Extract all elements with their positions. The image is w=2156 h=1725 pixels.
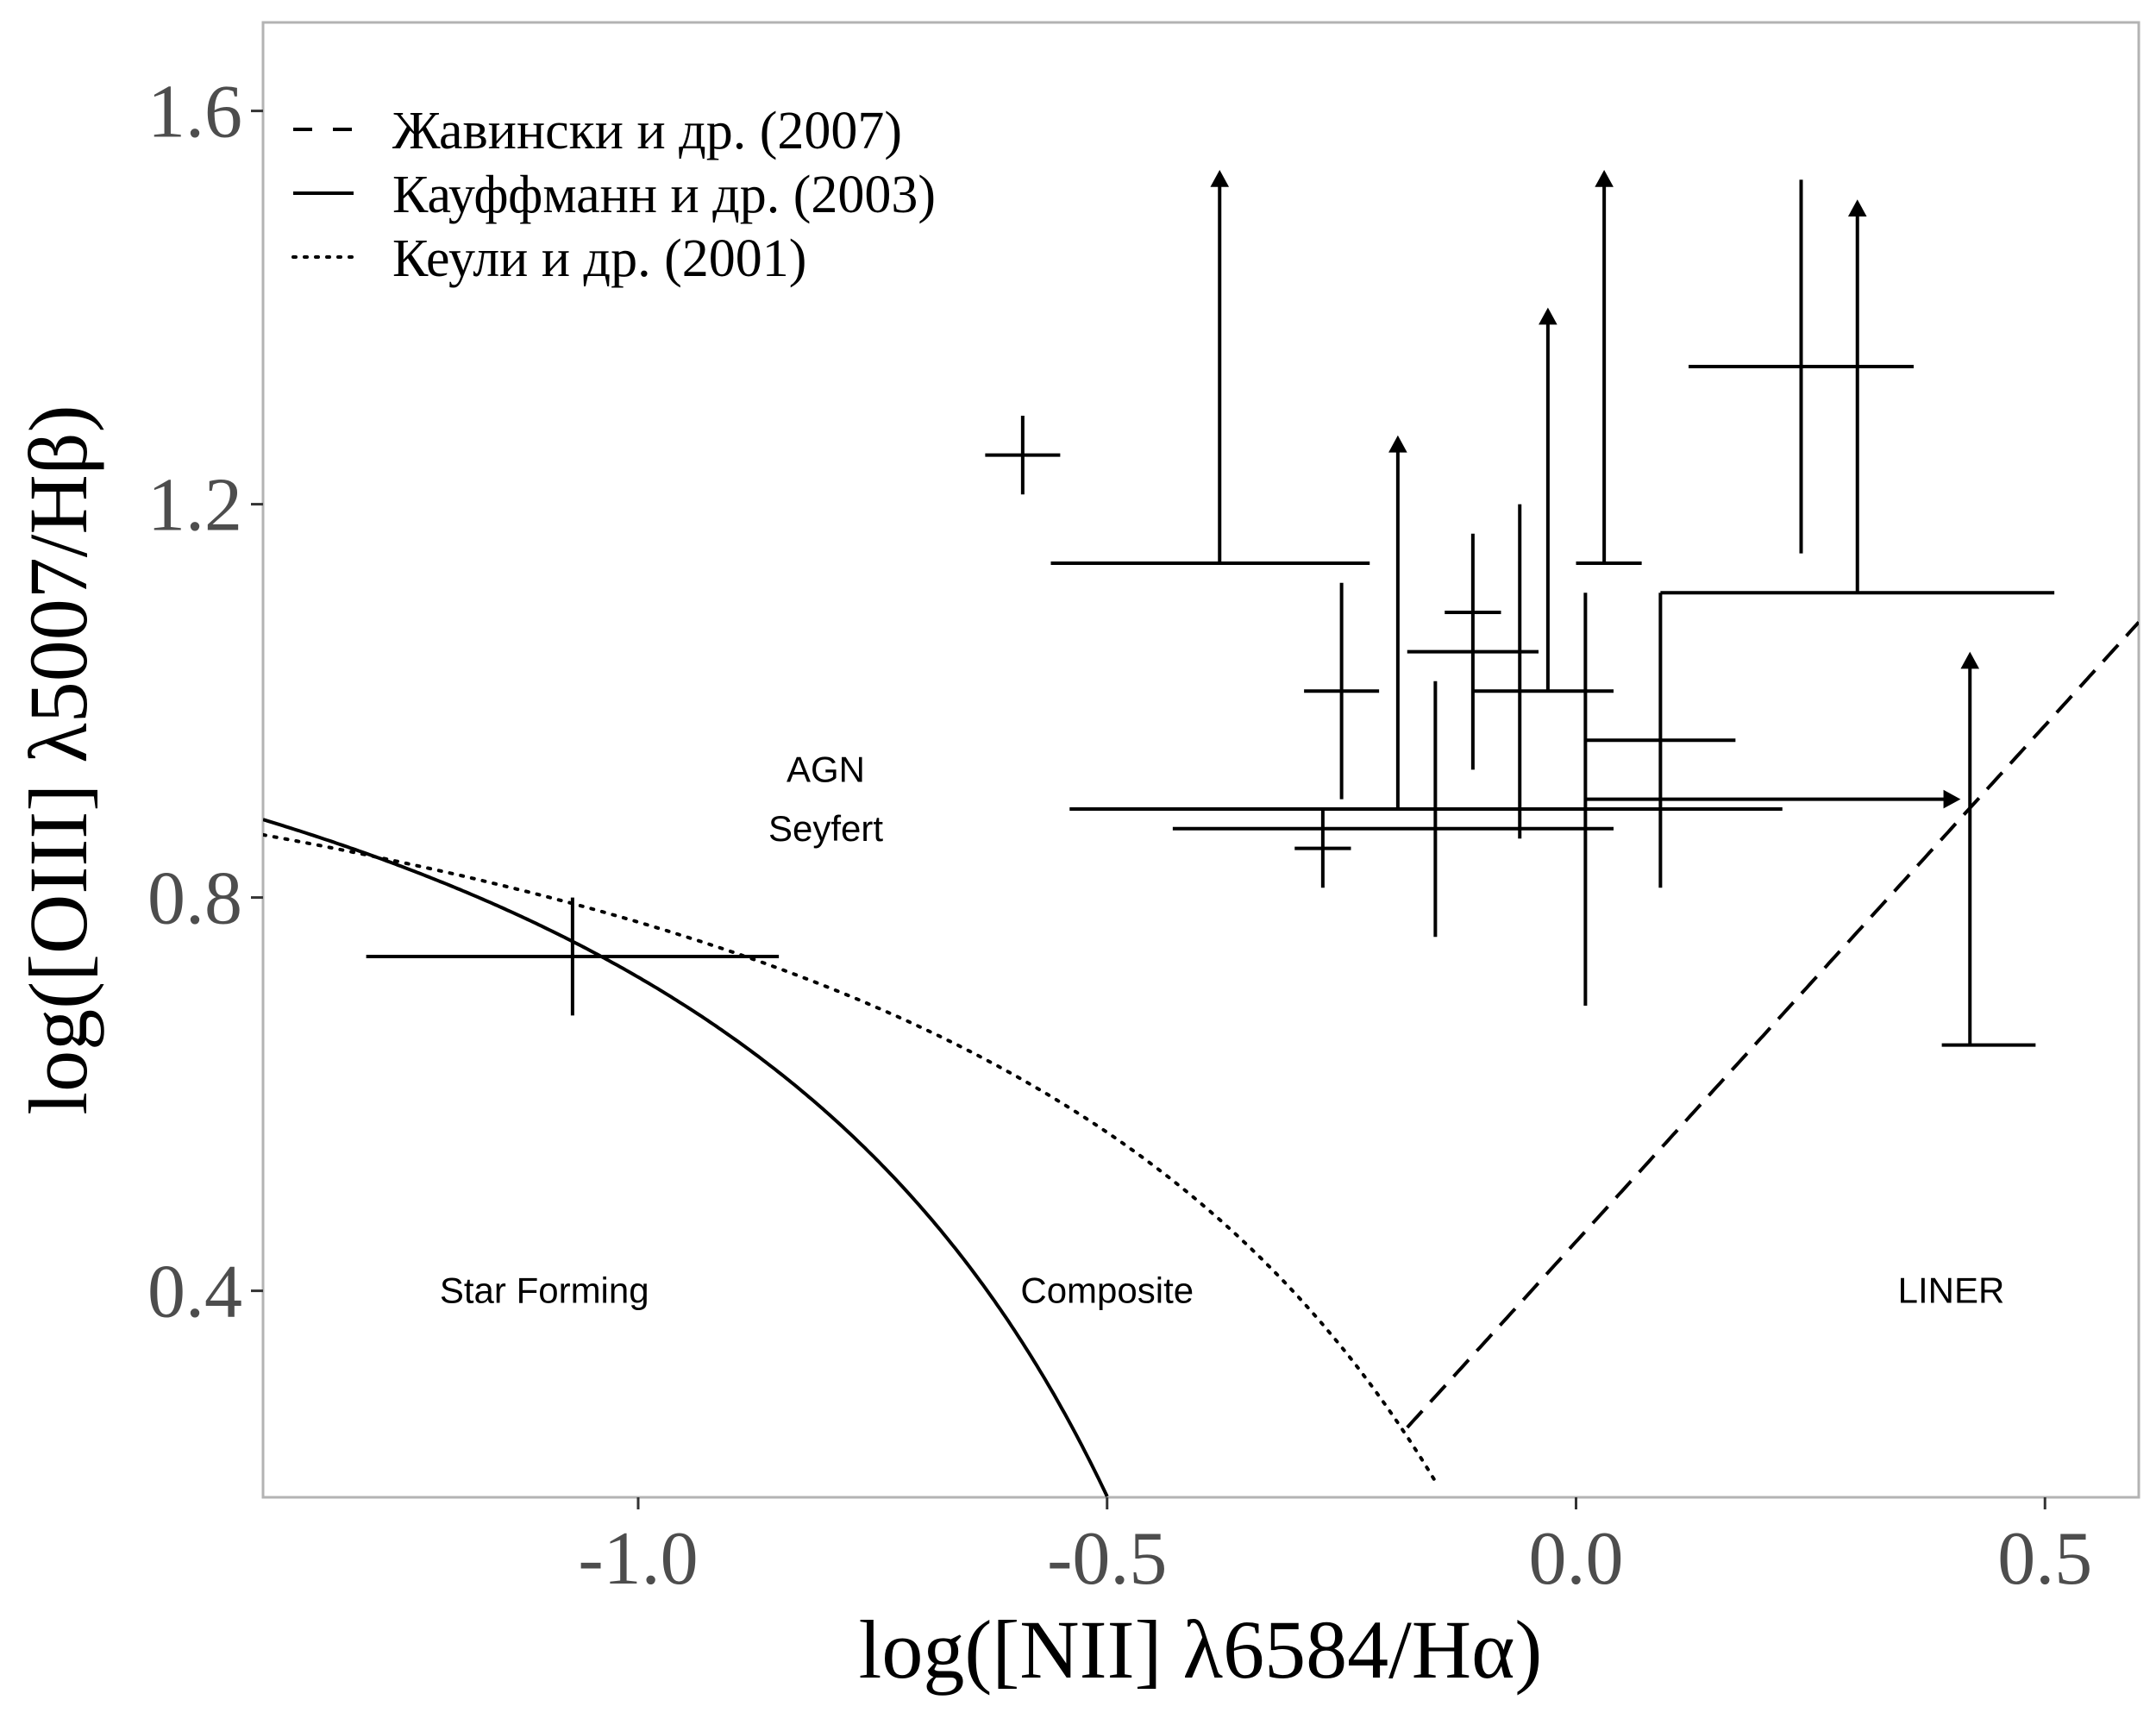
axes-layer: -1.0 -0.5 0.0 0.5 0.4 0.8 1.2 1.6 <box>147 71 2092 1601</box>
arrow-head <box>1388 435 1407 453</box>
y-tick-label: 0.8 <box>147 857 242 941</box>
legend-label: Кеули и др. (2001) <box>392 229 806 288</box>
data-point <box>1660 199 2055 595</box>
points-layer <box>366 170 2055 1047</box>
data-point <box>1050 170 1370 565</box>
x-tick-label: -0.5 <box>1047 1517 1167 1601</box>
x-tick-label: 0.0 <box>1529 1517 1624 1601</box>
legend-label: Жавински и др. (2007) <box>392 102 902 160</box>
curve-dotted <box>263 832 1438 1484</box>
data-point <box>1689 179 1914 554</box>
y-tick-label: 1.2 <box>147 464 242 548</box>
region-label: Composite <box>1020 1270 1194 1311</box>
x-tick-label: -1.0 <box>578 1517 698 1601</box>
region-label: Seyfert <box>768 808 883 849</box>
curve-solid <box>263 818 1109 1497</box>
plot-panel <box>261 21 2140 1499</box>
x-tick-label: 0.5 <box>1997 1517 2092 1601</box>
arrow-head <box>1539 307 1557 325</box>
x-axis-title: log([NII] λ6584/Hα) <box>859 1603 1543 1696</box>
regions-layer: AGN Seyfert Star Forming Composite LINER <box>440 749 2004 1310</box>
data-point <box>1304 582 1380 800</box>
legend-label: Кауффманн и др. (2003) <box>392 166 936 224</box>
data-point <box>366 897 780 1016</box>
curve-dashed <box>1406 621 2139 1429</box>
region-label: LINER <box>1898 1270 2005 1311</box>
legend: Жавински и др. (2007) Кауффманн и др. (20… <box>291 102 936 288</box>
data-point <box>1172 681 1614 938</box>
data-point <box>1583 593 1961 1006</box>
data-point <box>985 416 1061 495</box>
region-label: Star Forming <box>440 1270 649 1311</box>
y-tick-label: 0.4 <box>147 1251 242 1334</box>
data-point <box>1069 435 1783 811</box>
data-point <box>1294 809 1351 888</box>
arrow-head <box>1960 651 1980 669</box>
data-point <box>1576 170 1642 565</box>
data-point <box>1407 504 1539 839</box>
arrow-head <box>1210 170 1230 187</box>
data-point <box>1472 307 1614 693</box>
arrow-head <box>1847 199 1867 216</box>
arrow-head <box>1943 789 1961 809</box>
y-axis-title: log([OIII] λ5007/Hβ) <box>12 405 104 1114</box>
y-tick-label: 1.6 <box>147 71 242 154</box>
region-label: AGN <box>787 749 865 789</box>
data-point <box>1585 593 1736 888</box>
curves-layer <box>263 621 2139 1497</box>
data-point <box>1941 651 2036 1047</box>
arrow-head <box>1595 170 1614 187</box>
